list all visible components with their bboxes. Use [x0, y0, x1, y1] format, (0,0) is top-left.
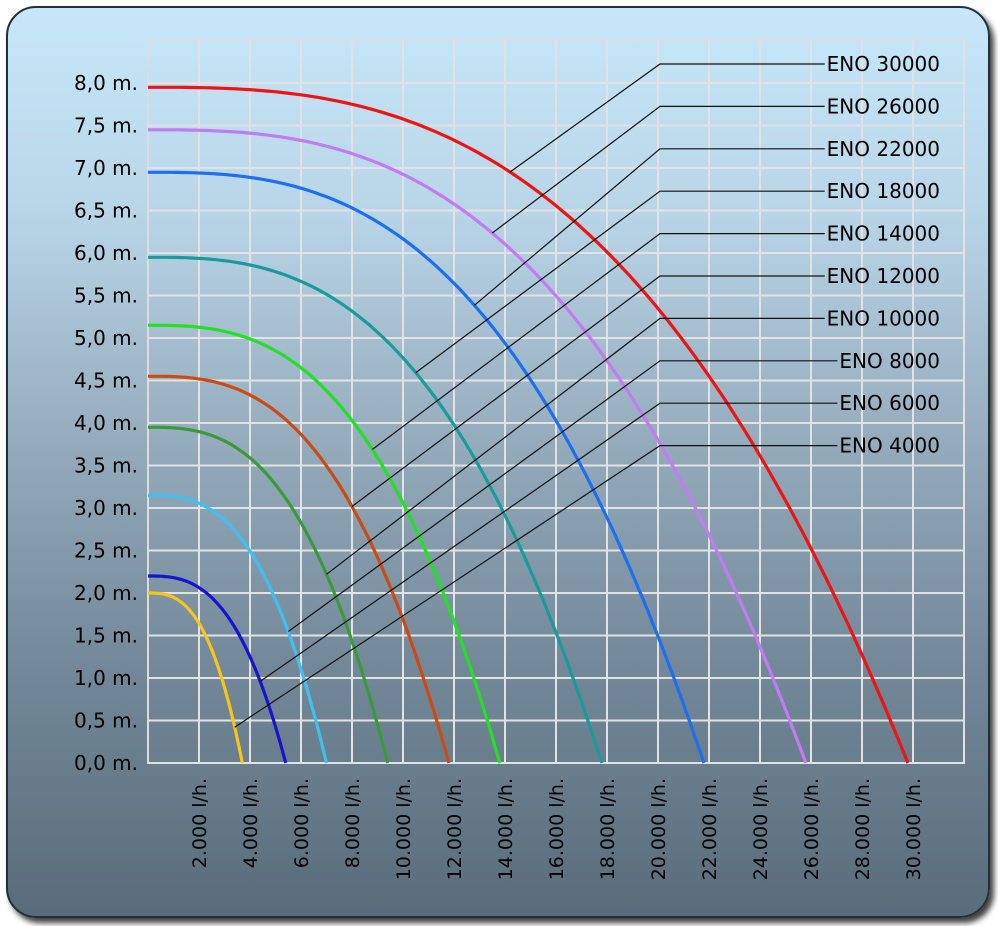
legend-leader-line — [372, 233, 825, 450]
legend-leader-line — [491, 105, 825, 234]
x-tick-label: 14.000 l/h. — [495, 778, 517, 880]
legend-leader-line — [234, 445, 838, 728]
series-line — [148, 255, 604, 764]
x-tick-label: 28.000 l/h. — [852, 778, 874, 880]
legend-leader-line — [351, 275, 825, 507]
legend-leader-line — [259, 402, 838, 682]
x-tick-label: 26.000 l/h. — [801, 778, 823, 880]
legend-entry: ENO 12000 — [827, 264, 940, 288]
y-tick-label: 2,5 m. — [74, 539, 138, 563]
series-line — [148, 128, 808, 764]
legend-entry: ENO 30000 — [827, 52, 940, 76]
legend-leader-line — [415, 190, 825, 374]
x-tick-label: 20.000 l/h. — [648, 778, 670, 880]
legend-leader-line — [287, 360, 838, 632]
legend-leader-line — [509, 63, 825, 173]
legend: ENO 30000 ENO 26000 ENO 22000 ENO 18000 ENO … — [827, 52, 940, 458]
series-line — [148, 170, 706, 764]
series-line — [147, 323, 502, 764]
y-tick-label: 3,5 m. — [74, 454, 138, 478]
legend-entry: ENO 8000 — [839, 349, 940, 373]
series-curves — [147, 85, 910, 764]
y-tick-label: 7,0 m. — [74, 156, 138, 180]
x-tick-label: 8.000 l/h. — [342, 778, 364, 868]
y-tick-label: 6,5 m. — [74, 199, 138, 223]
legend-entry: ENO 6000 — [839, 391, 940, 415]
x-tick-label: 22.000 l/h. — [699, 778, 721, 880]
series-line — [147, 574, 288, 764]
x-tick-label: 4.000 l/h. — [240, 778, 262, 868]
y-tick-label: 3,0 m. — [74, 496, 138, 520]
y-tick-label: 8,0 m. — [74, 71, 138, 95]
legend-entry: ENO 26000 — [827, 94, 940, 118]
legend-entry: ENO 10000 — [827, 306, 940, 330]
x-tick-label: 2.000 l/h. — [189, 778, 211, 868]
y-tick-label: 4,0 m. — [74, 411, 138, 435]
y-tick-label: 7,5 m. — [74, 114, 138, 138]
x-tick-label: 12.000 l/h. — [444, 778, 466, 880]
series-line — [148, 374, 451, 764]
y-tick-label: 1,0 m. — [74, 666, 138, 690]
x-tick-label: 24.000 l/h. — [750, 778, 772, 880]
legend-entry: ENO 22000 — [827, 137, 940, 161]
legend-leader-line — [474, 148, 825, 306]
y-tick-label: 4,5 m. — [74, 369, 138, 393]
y-tick-label: 5,0 m. — [74, 326, 138, 350]
legend-leader-line — [326, 317, 825, 575]
y-tick-label: 0,5 m. — [74, 709, 138, 733]
y-tick-label: 2,0 m. — [74, 581, 138, 605]
legend-entry: ENO 18000 — [827, 179, 940, 203]
y-axis-ticks: 0,0 m. 0,5 m. 1,0 m. 1,5 m. 2,0 m. 2,5 m. 3,0 … — [74, 71, 138, 775]
series-line — [148, 85, 910, 764]
legend-entry: ENO 14000 — [827, 222, 940, 246]
series-line — [147, 591, 244, 764]
x-tick-label: 18.000 l/h. — [597, 778, 619, 880]
x-tick-label: 10.000 l/h. — [393, 778, 415, 880]
y-tick-label: 0,0 m. — [74, 751, 138, 775]
legend-entry: ENO 4000 — [839, 434, 940, 458]
y-tick-label: 6,0 m. — [74, 241, 138, 265]
x-tick-label: 30.000 l/h. — [903, 778, 925, 880]
legend-leader-lines — [234, 63, 838, 728]
chart-panel — [6, 6, 990, 918]
x-tick-label: 16.000 l/h. — [546, 778, 568, 880]
x-tick-label: 6.000 l/h. — [291, 778, 313, 868]
x-axis-ticks: 2.000 l/h. 4.000 l/h. 6.000 l/h. 8.000 l/h.… — [189, 778, 925, 880]
y-tick-label: 5,5 m. — [74, 284, 138, 308]
series-line — [148, 425, 390, 764]
grid — [147, 39, 965, 764]
y-tick-label: 1,5 m. — [74, 624, 138, 648]
